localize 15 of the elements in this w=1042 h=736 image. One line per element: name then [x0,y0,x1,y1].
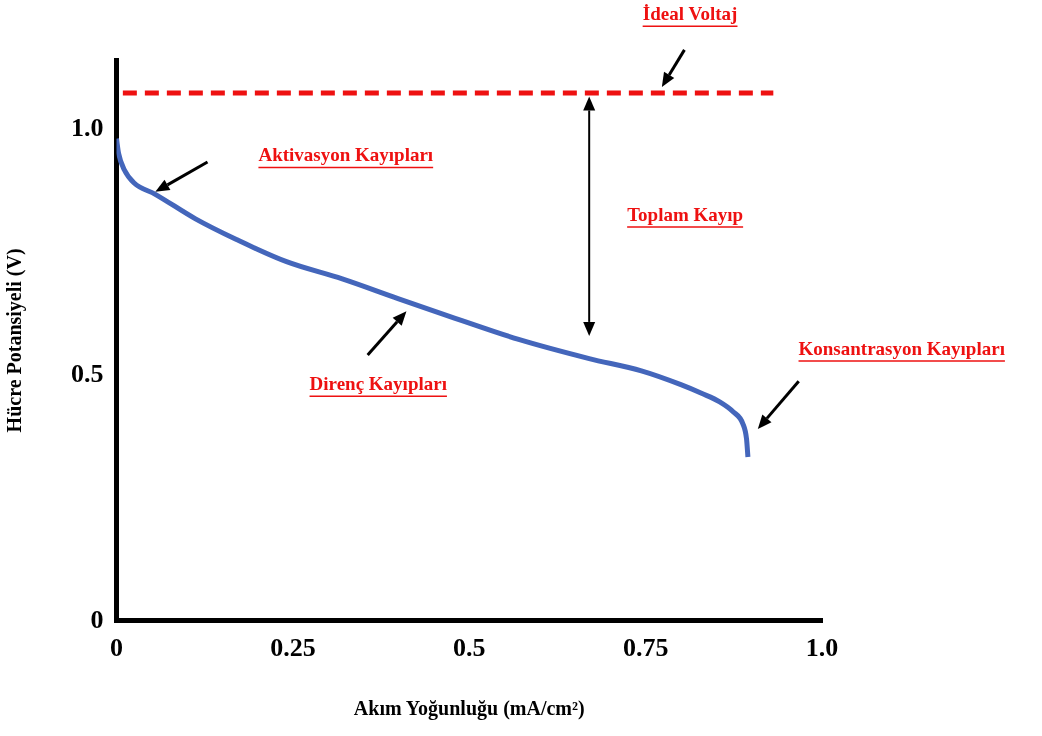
y-axis-title: Hücre Potansiyeli (V) [3,248,27,433]
x-tick-label: 0.75 [622,633,669,663]
annotation: Konsantrasyon Kayıpları [798,337,1005,359]
x-tick-label: 0 [110,633,123,663]
y-tick-label: 0.5 [71,358,104,388]
y-tick-label: 1.0 [71,112,104,142]
text: İdeal Voltaj [642,3,738,25]
x-tick-label: 0.25 [270,633,316,663]
x-axis-title: Akım Yoğunluğu (mA/cm²) [353,697,585,721]
annotation: Direnç Kayıpları [309,373,447,395]
x-tick-label: 0.5 [453,633,486,663]
annotation: Toplam Kayıp [627,203,744,225]
x-tick-label: 1.0 [805,633,839,663]
annotation: Aktivasyon Kayıpları [258,144,434,166]
y-tick-label: 0 [90,604,104,634]
